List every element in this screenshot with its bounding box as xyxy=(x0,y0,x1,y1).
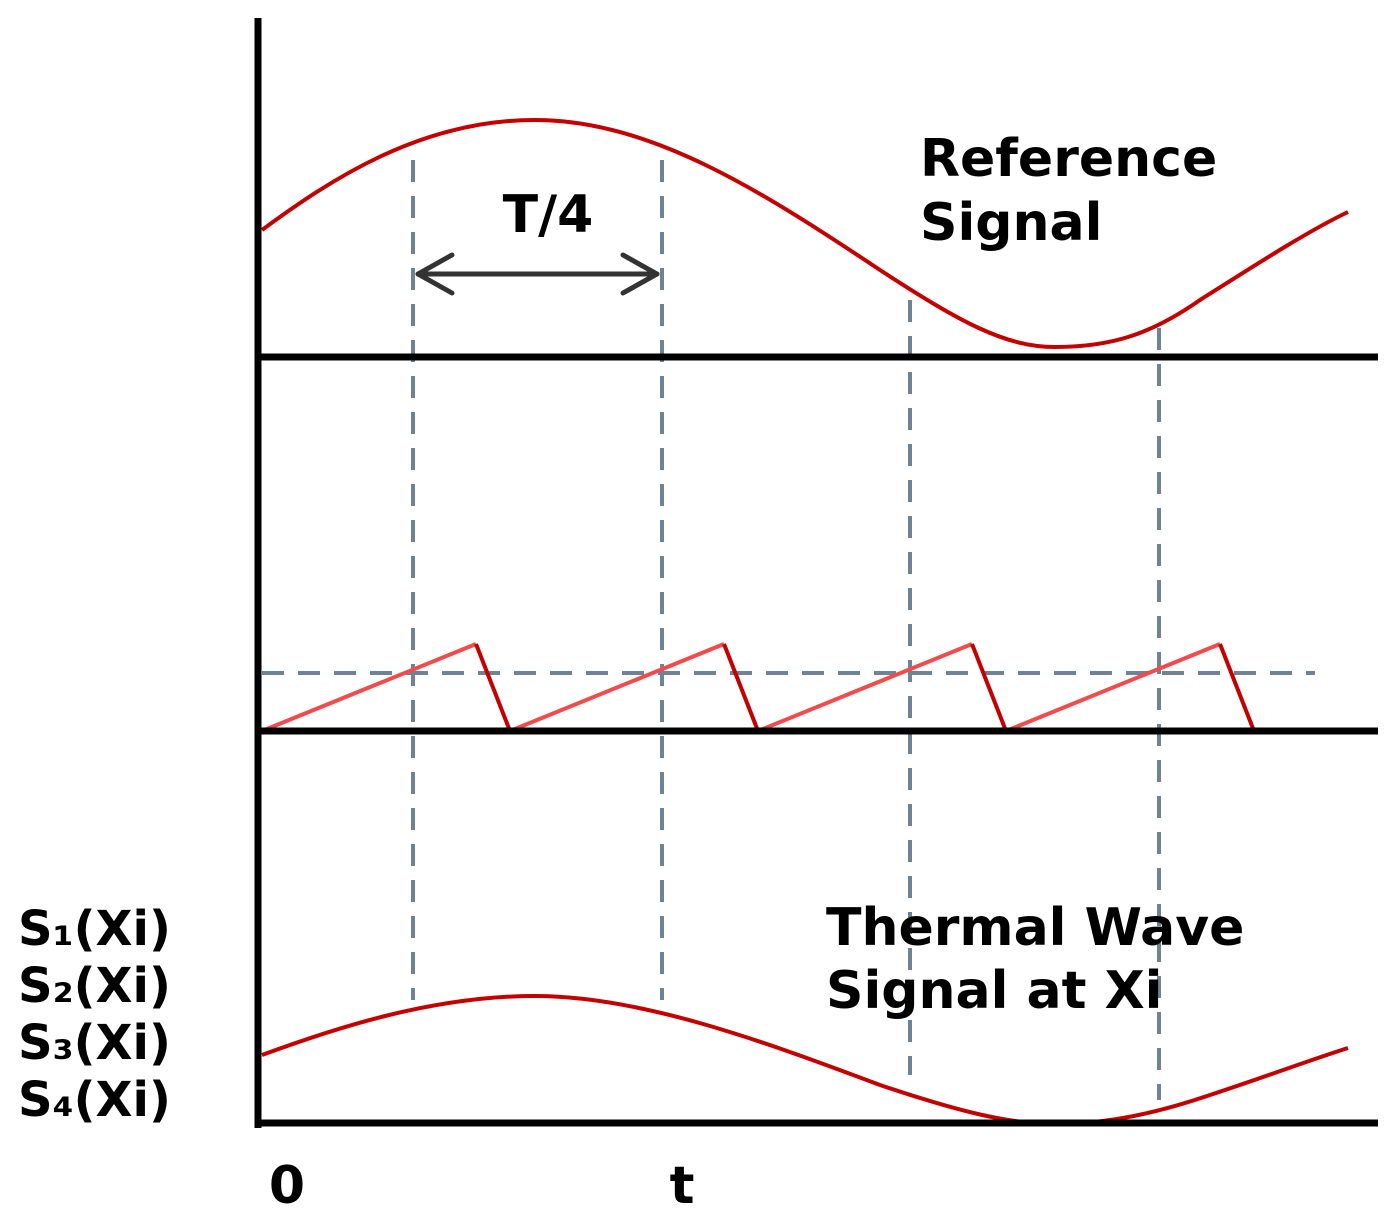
sample-label-s2: S₂(Xi) xyxy=(18,958,171,1014)
sawtooth-ramp-2 xyxy=(509,642,725,733)
origin-label: 0 xyxy=(269,1156,305,1216)
reference-signal-curve xyxy=(260,117,1349,350)
sample-label-s4: S₄(Xi) xyxy=(18,1072,171,1128)
sawtooth-ramp-3 xyxy=(757,642,973,733)
reference-signal-label-line2: Signal xyxy=(920,193,1102,253)
time-label: t xyxy=(670,1156,695,1216)
quarter-period-arrow xyxy=(415,252,660,296)
sample-label-s1: S₁(Xi) xyxy=(18,901,171,957)
sawtooth-drop-1 xyxy=(474,643,512,732)
sawtooth-ramp-1 xyxy=(261,642,477,733)
axes xyxy=(254,18,1378,1128)
thermal-wave-signal-curve xyxy=(261,993,1349,1127)
sawtooth-ramp-4 xyxy=(1005,642,1221,733)
sawtooth-drop-2 xyxy=(722,643,760,732)
reference-signal-label-line1: Reference xyxy=(920,129,1217,189)
sawtooth-drop-4 xyxy=(1218,643,1256,732)
period-quarter-label: T/4 xyxy=(503,185,594,245)
sample-label-s3: S₃(Xi) xyxy=(18,1015,171,1071)
thermal-wave-label-line1: Thermal Wave xyxy=(826,898,1244,958)
arrow-head-left-icon xyxy=(415,252,455,296)
sampling-guides xyxy=(262,160,1315,1100)
thermal-wave-label-line2: Signal at Xi xyxy=(826,961,1163,1021)
sampling-sawtooth xyxy=(261,642,1256,733)
arrow-head-right-icon xyxy=(620,252,660,296)
sawtooth-drop-3 xyxy=(970,643,1008,732)
